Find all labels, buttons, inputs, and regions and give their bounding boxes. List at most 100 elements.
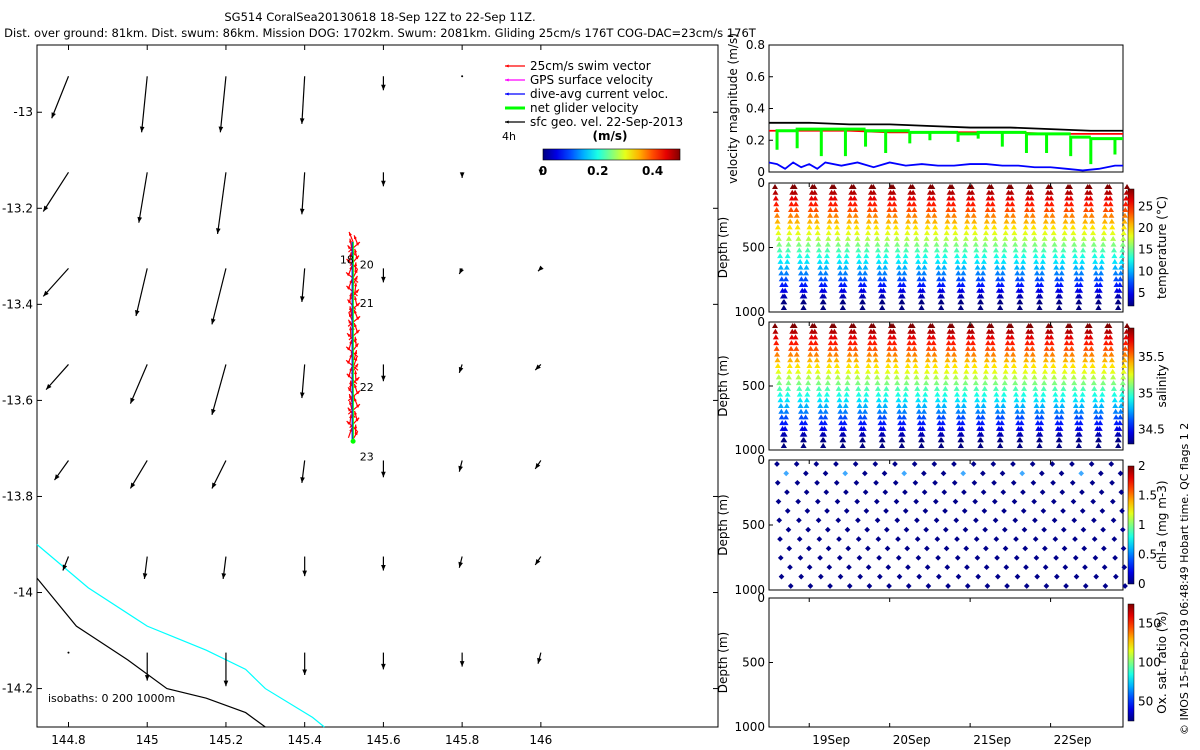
geo-vector xyxy=(223,652,229,687)
data-point xyxy=(1119,380,1126,386)
data-point xyxy=(1037,293,1044,299)
data-point xyxy=(1023,218,1030,224)
data-point xyxy=(954,555,961,561)
data-point xyxy=(1100,368,1107,374)
data-point xyxy=(1073,270,1080,276)
data-point xyxy=(781,437,788,443)
data-point xyxy=(913,241,920,247)
data-point xyxy=(963,368,970,374)
data-point xyxy=(865,363,872,368)
data-point xyxy=(1043,212,1050,218)
data-point xyxy=(1118,253,1125,259)
data-point xyxy=(997,443,1004,448)
data-point xyxy=(1118,397,1125,403)
data-point xyxy=(914,536,921,542)
data-point xyxy=(962,380,969,386)
data-point xyxy=(873,479,879,486)
data-point xyxy=(1049,212,1056,218)
data-point xyxy=(1003,363,1010,368)
data-point xyxy=(923,230,930,236)
data-point xyxy=(1036,299,1043,305)
data-point xyxy=(953,241,960,247)
data-point xyxy=(918,437,925,443)
data-point xyxy=(871,334,878,340)
data-point xyxy=(980,258,987,264)
data-point xyxy=(955,276,962,282)
data-point xyxy=(991,368,998,374)
velocity-series xyxy=(769,121,1123,132)
data-point xyxy=(1102,212,1109,218)
data-point xyxy=(826,564,833,571)
data-point xyxy=(1124,184,1131,189)
data-point xyxy=(923,374,930,380)
data-point xyxy=(958,299,965,305)
data-point xyxy=(977,299,984,305)
data-point xyxy=(883,508,889,514)
data-point xyxy=(785,385,792,391)
data-point xyxy=(833,351,840,357)
data-point xyxy=(874,247,881,253)
data-point xyxy=(882,253,889,259)
time-tick-label: 19Sep xyxy=(812,733,850,747)
data-point xyxy=(998,420,1005,426)
data-point xyxy=(817,408,824,414)
data-point xyxy=(1109,368,1116,374)
data-point xyxy=(805,241,812,247)
data-point xyxy=(872,218,879,224)
data-point xyxy=(1039,258,1046,264)
data-point xyxy=(935,555,941,561)
data-point xyxy=(959,414,966,420)
geo-vector xyxy=(211,460,227,489)
data-point xyxy=(776,385,783,391)
geo-vector xyxy=(218,76,227,133)
data-point xyxy=(1073,414,1080,420)
data-point xyxy=(795,230,802,236)
data-point xyxy=(1019,403,1026,408)
swim-vector xyxy=(354,262,358,273)
data-point xyxy=(1080,374,1087,380)
data-point xyxy=(1041,526,1047,533)
geo-vector xyxy=(458,460,463,472)
data-point xyxy=(943,230,950,236)
data-point xyxy=(855,536,862,542)
data-point xyxy=(891,345,898,351)
data-point xyxy=(989,195,996,201)
data-point xyxy=(997,305,1004,310)
data-point xyxy=(1070,374,1077,380)
data-point xyxy=(931,212,938,218)
geo-vector xyxy=(211,268,227,325)
data-point xyxy=(774,218,781,224)
data-point xyxy=(1095,437,1102,443)
data-point xyxy=(911,351,918,357)
data-point xyxy=(850,184,857,189)
geo-vector xyxy=(539,75,542,78)
data-point xyxy=(992,380,999,386)
data-point xyxy=(984,345,991,351)
data-point xyxy=(882,258,889,264)
data-point xyxy=(983,564,990,571)
data-point xyxy=(786,545,793,552)
data-point xyxy=(954,264,961,270)
data-point xyxy=(794,363,801,368)
data-point xyxy=(1036,305,1043,310)
data-point xyxy=(944,224,951,230)
data-point xyxy=(1009,207,1016,213)
data-point xyxy=(841,281,848,287)
data-point xyxy=(1121,363,1128,368)
data-point xyxy=(974,258,981,264)
data-point xyxy=(1089,224,1096,230)
data-point xyxy=(981,385,988,391)
data-point xyxy=(1023,212,1030,218)
data-point xyxy=(1062,224,1069,230)
data-point xyxy=(919,287,926,293)
data-point xyxy=(1076,293,1083,299)
data-point xyxy=(837,408,844,414)
data-point xyxy=(785,235,792,241)
swim-vector xyxy=(347,390,361,402)
data-point xyxy=(893,374,900,380)
data-point xyxy=(993,397,1000,403)
data-point xyxy=(899,293,906,299)
data-point xyxy=(816,253,823,259)
data-point xyxy=(938,437,945,443)
data-point xyxy=(820,305,827,310)
